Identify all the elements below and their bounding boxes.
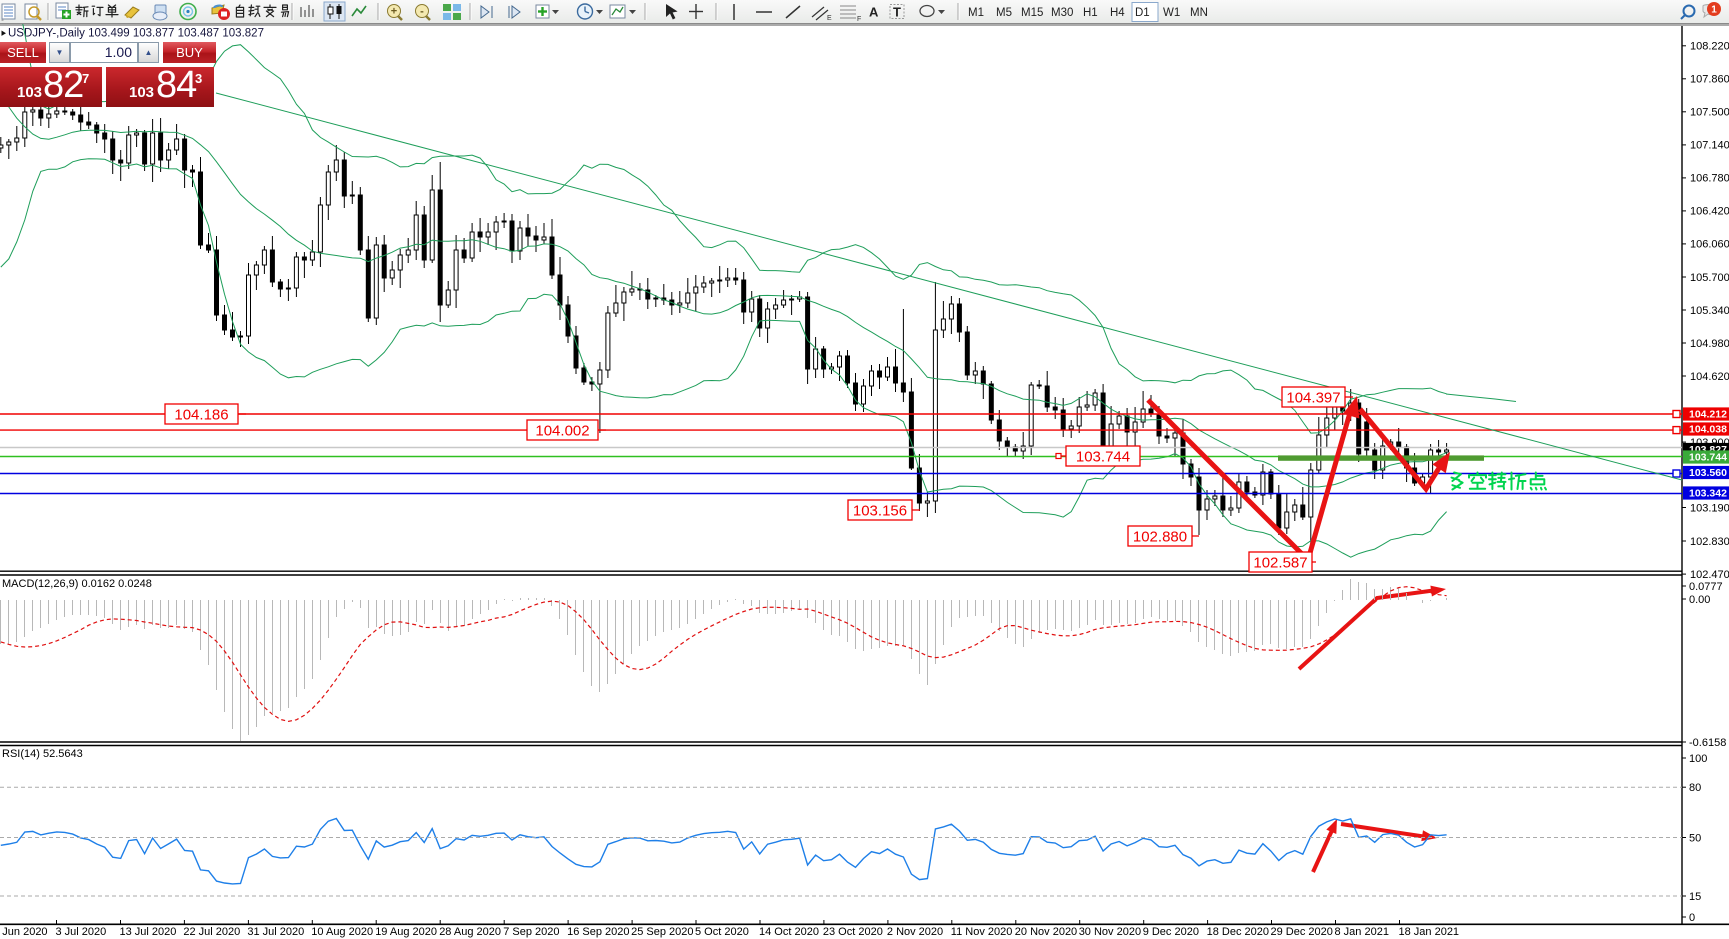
svg-text:D1: D1 [1135,7,1150,19]
svg-text:29 Dec 2020: 29 Dec 2020 [1271,926,1333,938]
svg-text:106.420: 106.420 [1690,206,1729,218]
svg-text:104.038: 104.038 [1689,424,1727,436]
svg-text:0.0777: 0.0777 [1689,581,1723,593]
svg-text:104.397: 104.397 [1286,390,1340,407]
svg-text:104.212: 104.212 [1689,409,1727,421]
svg-text:18 Jan 2021: 18 Jan 2021 [1399,926,1460,938]
svg-text:8 Jan 2021: 8 Jan 2021 [1335,926,1389,938]
svg-text:22 Jul 2020: 22 Jul 2020 [183,926,240,938]
svg-text:2 Nov 2020: 2 Nov 2020 [887,926,943,938]
svg-text:M5: M5 [996,7,1012,19]
svg-text:M15: M15 [1021,7,1043,19]
svg-text:M30: M30 [1051,7,1073,19]
svg-text:16 Sep 2020: 16 Sep 2020 [567,926,629,938]
svg-text:15: 15 [1689,891,1701,903]
svg-text:103.190: 103.190 [1690,502,1729,514]
svg-text:H4: H4 [1110,7,1125,19]
svg-text:A: A [869,5,879,20]
svg-text:5 Oct 2020: 5 Oct 2020 [695,926,749,938]
svg-text:0: 0 [1689,912,1695,924]
svg-text:MACD(12,26,9) 0.0162 0.0248: MACD(12,26,9) 0.0162 0.0248 [2,578,152,590]
svg-text:23 Oct 2020: 23 Oct 2020 [823,926,883,938]
svg-text:-: - [420,6,424,18]
svg-text:107.860: 107.860 [1690,74,1729,86]
svg-text:105.700: 105.700 [1690,272,1729,284]
svg-text:102.470: 102.470 [1690,569,1729,581]
svg-text:106.780: 106.780 [1690,173,1729,185]
svg-text:14 Oct 2020: 14 Oct 2020 [759,926,819,938]
svg-text:102.880: 102.880 [1133,529,1187,546]
svg-text:3 Jul 2020: 3 Jul 2020 [56,926,107,938]
svg-text:103.156: 103.156 [853,503,907,520]
svg-text:9 Dec 2020: 9 Dec 2020 [1143,926,1199,938]
svg-text:104.186: 104.186 [174,407,228,424]
svg-text:1: 1 [1711,5,1717,16]
svg-text:MN: MN [1190,7,1208,19]
svg-text:19 Aug 2020: 19 Aug 2020 [375,926,437,938]
svg-text:28 Aug 2020: 28 Aug 2020 [439,926,501,938]
svg-text:104.620: 104.620 [1690,371,1729,383]
svg-text:108.220: 108.220 [1690,41,1729,53]
svg-text:W1: W1 [1163,7,1180,19]
svg-text:20 Nov 2020: 20 Nov 2020 [1015,926,1077,938]
svg-text:104.002: 104.002 [535,423,589,440]
svg-text:0.00: 0.00 [1689,594,1710,606]
svg-text:11 Nov 2020: 11 Nov 2020 [951,926,1013,938]
svg-text:T: T [893,5,901,20]
svg-text:7 Sep 2020: 7 Sep 2020 [503,926,559,938]
svg-text:100: 100 [1689,753,1707,765]
svg-text:F: F [857,16,861,23]
svg-text:30 Nov 2020: 30 Nov 2020 [1079,926,1141,938]
svg-text:107.140: 107.140 [1690,140,1729,152]
svg-text:10 Aug 2020: 10 Aug 2020 [311,926,373,938]
svg-text:103.744: 103.744 [1689,452,1727,464]
svg-text:106.060: 106.060 [1690,239,1729,251]
svg-text:USDJPY-,Daily 103.499 103.877: USDJPY-,Daily 103.499 103.877 103.487 10… [8,28,264,40]
svg-text:107.500: 107.500 [1690,107,1729,119]
svg-text:25 Sep 2020: 25 Sep 2020 [631,926,693,938]
svg-text:103.342: 103.342 [1689,488,1727,500]
svg-text:105.340: 105.340 [1690,305,1729,317]
svg-text:103.744: 103.744 [1076,449,1130,466]
svg-text:-0.6158: -0.6158 [1689,737,1726,749]
svg-text:M1: M1 [968,7,984,19]
svg-text:18 Dec 2020: 18 Dec 2020 [1207,926,1269,938]
svg-text:24 Jun 2020: 24 Jun 2020 [0,926,48,938]
svg-text:102.587: 102.587 [1253,555,1307,572]
svg-text:103.560: 103.560 [1689,467,1727,479]
svg-text:31 Jul 2020: 31 Jul 2020 [247,926,304,938]
svg-text:+: + [391,6,397,18]
svg-text:H1: H1 [1083,7,1098,19]
svg-text:80: 80 [1689,782,1701,794]
svg-text:RSI(14) 52.5643: RSI(14) 52.5643 [2,748,83,760]
svg-text:102.830: 102.830 [1690,536,1729,548]
svg-text:104.980: 104.980 [1690,338,1729,350]
svg-text:50: 50 [1689,832,1701,844]
svg-text:E: E [827,15,832,22]
svg-text:13 Jul 2020: 13 Jul 2020 [120,926,177,938]
